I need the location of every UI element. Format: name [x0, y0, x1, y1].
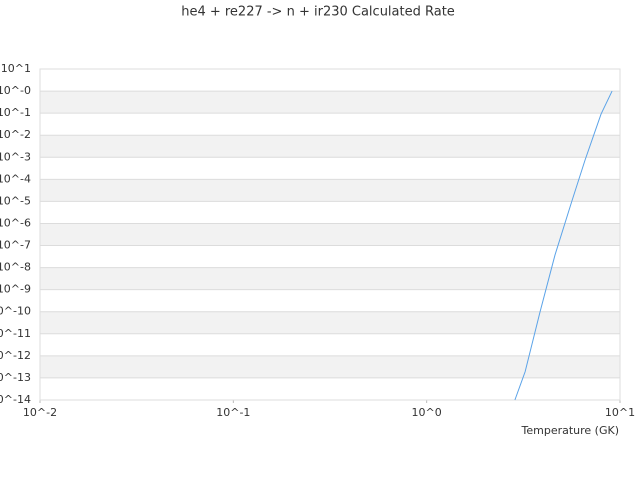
y-tick-label: 10^-9 [0, 283, 31, 296]
grid-band [40, 267, 620, 290]
x-axis-label: Temperature (GK) [521, 424, 620, 437]
x-tick-label: 10^-1 [216, 406, 250, 419]
y-tick-label: 10^-6 [0, 216, 31, 229]
grid-band [40, 223, 620, 246]
x-tick-label: 10^1 [605, 406, 635, 419]
y-tick-label: 10^-5 [0, 194, 31, 207]
chart-title: he4 + re227 -> n + ir230 Calculated Rate [181, 5, 455, 20]
y-tick-label: 10^-12 [0, 349, 31, 362]
y-tick-label: 10^-0 [0, 84, 31, 97]
grid-band [40, 179, 620, 202]
y-tick-label: 10^-10 [0, 305, 31, 318]
grid-band [40, 91, 620, 114]
y-tick-label: 10^-8 [0, 261, 31, 274]
y-tick-label: 10^-4 [0, 172, 31, 185]
y-tick-label: 10^-2 [0, 128, 31, 141]
y-tick-label: 10^-7 [0, 239, 31, 252]
grid-band [40, 135, 620, 158]
grid-band [40, 311, 620, 334]
y-tick-label: 10^-11 [0, 327, 31, 340]
x-tick-label: 10^-2 [23, 406, 57, 419]
data-line [514, 90, 613, 401]
y-tick-label: 10^-1 [0, 106, 31, 119]
y-tick-label: 10^-13 [0, 371, 31, 384]
y-tick-label: 10^-14 [0, 393, 31, 406]
y-tick-label: 10^-3 [0, 150, 31, 163]
y-tick-label: 10^1 [1, 62, 31, 75]
plot-frame [39, 68, 621, 401]
grid-band [40, 355, 620, 378]
x-tick-label: 10^0 [412, 406, 442, 419]
